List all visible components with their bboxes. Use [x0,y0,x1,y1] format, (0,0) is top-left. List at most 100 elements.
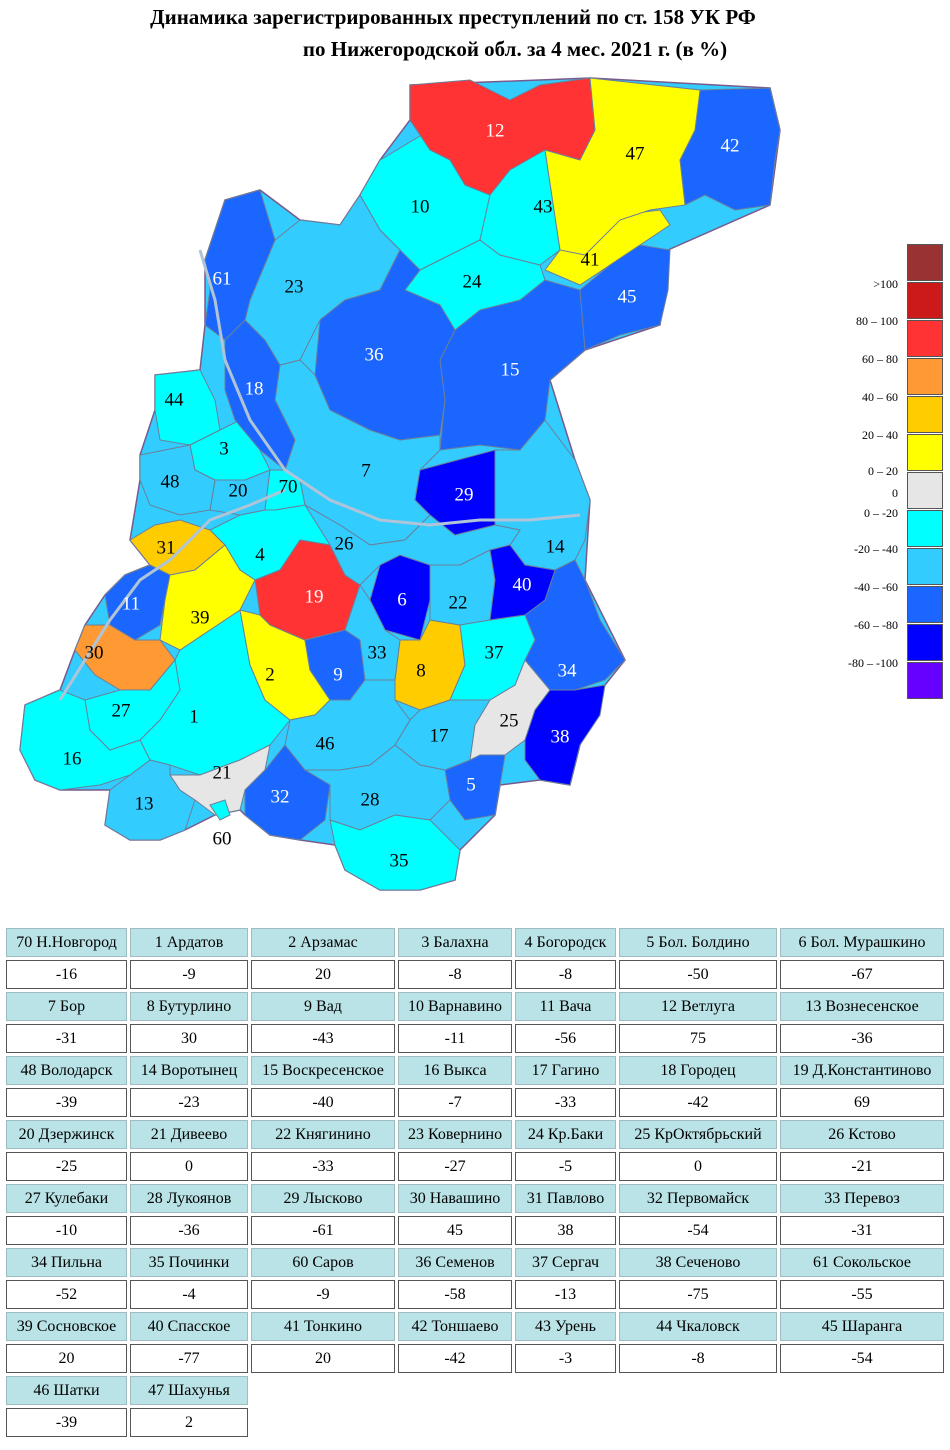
district-label-1: 1 [189,706,199,727]
district-name-cell: 70 Н.Новгород [6,928,127,957]
district-value-cell: 20 [6,1344,127,1373]
legend-swatch [907,510,943,547]
district-area-44[interactable] [154,369,221,446]
district-value-cell: -36 [780,1024,944,1053]
district-area-47[interactable] [544,77,701,256]
district-name-cell: 48 Володарск [6,1056,127,1085]
district-value-cell: -43 [251,1024,395,1053]
empty-cell [515,1408,616,1437]
district-value-cell: -9 [130,960,248,989]
district-area-61[interactable] [204,189,276,341]
district-value-cell: -61 [251,1216,395,1245]
empty-cell [780,1376,944,1405]
district-value-cell: -16 [6,960,127,989]
district-name-cell: 25 КрОктябрьский [619,1120,777,1149]
district-label-11: 11 [122,593,140,614]
district-area-33[interactable] [344,583,401,681]
legend-swatch [907,662,943,699]
district-label-39: 39 [191,607,210,628]
district-value-cell: -7 [398,1088,512,1117]
empty-cell [780,1408,944,1437]
legend-swatch [907,282,943,319]
empty-cell [619,1376,777,1405]
district-name-cell: 35 Починки [130,1248,248,1277]
district-value-cell: -39 [6,1408,127,1437]
district-label-35: 35 [390,850,409,871]
empty-cell [515,1376,616,1405]
district-label-37: 37 [485,642,504,663]
district-label-14: 14 [546,536,566,557]
district-value-cell: -11 [398,1024,512,1053]
table-name-row: 46 Шатки 47 Шахунья [6,1376,944,1405]
district-area-36[interactable] [314,249,456,441]
table-name-row: 39 Сосновское 40 Спасское 41 Тонкино 42 Тон… [6,1312,944,1341]
district-area-30[interactable] [74,624,176,691]
district-label-29: 29 [455,484,474,505]
district-name-cell: 12 Ветлуга [619,992,777,1021]
district-label-6: 6 [397,589,407,610]
district-label-30: 30 [85,642,104,663]
district-name-cell: 22 Княгинино [251,1120,395,1149]
district-name-cell: 45 Шаранга [780,1312,944,1341]
district-name-cell: 11 Вача [515,992,616,1021]
district-name-cell: 1 Ардатов [130,928,248,957]
district-area-32[interactable] [244,744,331,841]
district-name-cell: 15 Воскресенское [251,1056,395,1085]
district-label-47: 47 [626,143,645,164]
table-value-row: 20 -77 20 -42 -3 -8 -54 [6,1344,944,1373]
legend-label: -20 – -40 [854,542,898,556]
district-area-38[interactable] [524,684,606,786]
district-label-48: 48 [161,471,180,492]
district-value-cell: -8 [619,1344,777,1373]
empty-cell [398,1376,512,1405]
district-area-43[interactable] [479,149,561,266]
district-name-cell: 5 Бол. Болдино [619,928,777,957]
district-name-cell: 17 Гагино [515,1056,616,1085]
district-value-cell: 45 [398,1216,512,1245]
district-name-cell: 4 Богородск [515,928,616,957]
district-name-cell: 29 Лысково [251,1184,395,1213]
district-label-60: 60 [213,828,232,849]
table-name-row: 70 Н.Новгород 1 Ардатов 2 Арзамас 3 Балахна… [6,928,944,957]
district-value-cell: -52 [6,1280,127,1309]
district-area-40[interactable] [489,544,556,621]
district-value-cell: -8 [398,960,512,989]
district-value-cell: -40 [251,1088,395,1117]
district-area-46[interactable] [284,679,411,771]
district-label-27: 27 [112,700,131,721]
district-name-cell: 19 Д.Константиново [780,1056,944,1085]
district-area-48[interactable] [139,444,216,516]
district-label-23: 23 [285,276,304,297]
district-value-cell: -75 [619,1280,777,1309]
district-area-39[interactable] [159,544,256,651]
empty-cell [251,1408,395,1437]
district-value-cell: -67 [780,960,944,989]
district-area-35[interactable] [329,814,461,891]
district-name-cell: 37 Сергач [515,1248,616,1277]
district-area-60[interactable] [209,799,231,821]
district-value-cell: 0 [619,1152,777,1181]
district-label-46: 46 [316,733,335,754]
district-label-40: 40 [513,574,532,595]
district-value-cell: -5 [515,1152,616,1181]
district-value-cell: -8 [515,960,616,989]
legend-label: 0 – -20 [864,506,898,520]
legend-label: -80 – -100 [848,656,898,670]
district-name-cell: 28 Лукоянов [130,1184,248,1213]
district-name-cell: 46 Шатки [6,1376,127,1405]
district-label-2: 2 [265,664,275,685]
district-name-cell: 30 Навашино [398,1184,512,1213]
district-area-29[interactable] [414,449,496,536]
district-label-34: 34 [558,660,578,681]
district-value-cell: -10 [6,1216,127,1245]
map-title-line-2: по Нижегородской обл. за 4 мес. 2021 г. … [302,37,728,61]
table-name-row: 7 Бор 8 Бутурлино 9 Вад 10 Варнавино 11 Вача… [6,992,944,1021]
district-value-cell: -27 [398,1152,512,1181]
district-value-cell: -13 [515,1280,616,1309]
district-area-45[interactable] [579,244,671,351]
district-name-cell: 6 Бол. Мурашкино [780,928,944,957]
district-value-cell: 20 [251,960,395,989]
district-name-cell: 10 Варнавино [398,992,512,1021]
legend-swatch [907,548,943,585]
legend-label: >100 [873,277,898,291]
